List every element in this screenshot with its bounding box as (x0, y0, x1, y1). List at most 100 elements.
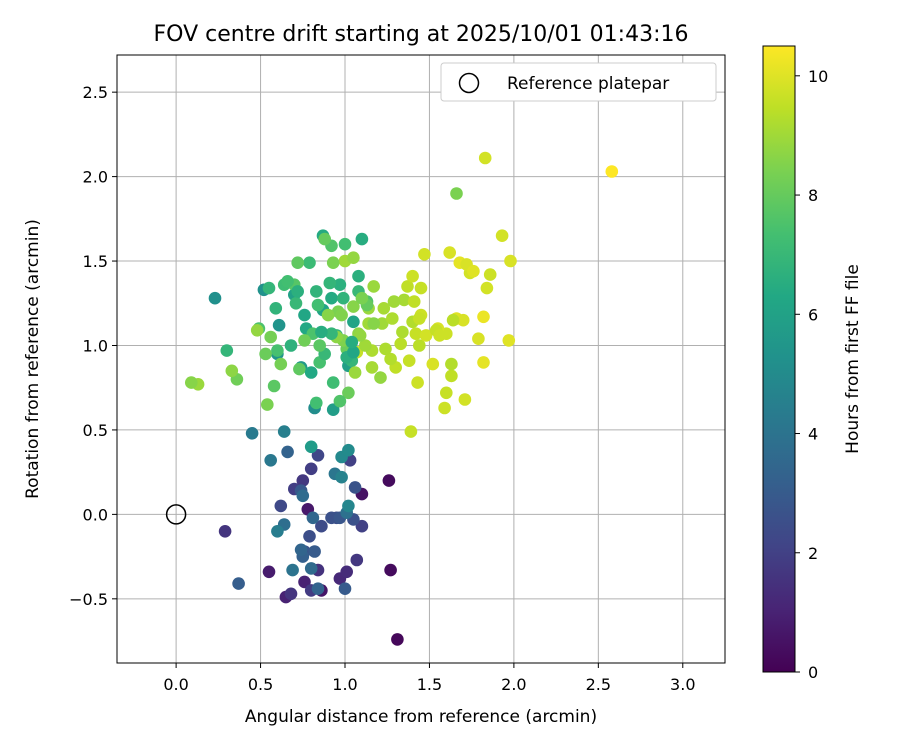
data-point (377, 302, 391, 315)
data-point (483, 268, 497, 281)
data-point (409, 327, 423, 341)
data-point (271, 525, 284, 538)
data-point (271, 344, 284, 357)
data-point (325, 291, 338, 305)
data-point (355, 291, 369, 305)
chart-title: FOV centre drift starting at 2025/10/01 … (154, 22, 689, 47)
colorbar-tick-label: 0 (808, 663, 818, 682)
data-point (342, 499, 355, 513)
data-point (220, 344, 234, 357)
data-point (326, 376, 340, 389)
legend: Reference platepar (440, 62, 717, 102)
data-point (291, 256, 305, 270)
data-point (338, 582, 352, 595)
data-point (342, 386, 355, 400)
y-tick-label: 2.5 (83, 83, 108, 102)
data-point (315, 325, 328, 339)
data-point (345, 335, 359, 349)
x-tick-label: 0.0 (163, 675, 188, 694)
y-tick-label: 1.0 (83, 336, 108, 355)
data-point (386, 312, 399, 325)
data-point (391, 633, 404, 646)
data-point (433, 329, 446, 342)
data-point (250, 324, 264, 337)
data-point (262, 281, 276, 295)
data-point (355, 232, 369, 246)
data-point (367, 317, 381, 330)
data-point (326, 403, 340, 417)
data-point (440, 386, 453, 400)
data-point (323, 276, 337, 290)
y-tick-label: 0.5 (83, 421, 108, 440)
data-point (445, 357, 458, 371)
data-point (472, 332, 485, 346)
data-point (218, 525, 232, 538)
x-tick-label: 2.0 (501, 675, 526, 694)
data-point (308, 545, 321, 558)
data-point (274, 499, 288, 513)
data-point (294, 543, 308, 557)
x-axis-label: Angular distance from reference (arcmin) (245, 707, 597, 727)
data-point (325, 327, 338, 341)
data-point (225, 364, 239, 378)
data-point (477, 356, 490, 369)
data-point (311, 449, 325, 462)
data-point (267, 379, 281, 393)
data-point (419, 329, 433, 342)
data-point (304, 440, 318, 454)
colorbar (762, 45, 796, 673)
data-point (394, 337, 408, 351)
data-point (306, 511, 320, 525)
data-point (418, 248, 431, 261)
data-points (185, 151, 619, 646)
data-point (350, 553, 364, 567)
data-point (478, 151, 492, 165)
legend-marker (458, 72, 480, 94)
data-point (402, 354, 416, 368)
x-axis-ticks: 0.0 0.5 1.0 1.5 2.0 2.5 3.0 (163, 663, 696, 694)
data-point (365, 361, 379, 374)
colorbar-ticks: 0 2 4 6 8 10 (795, 67, 828, 682)
data-point (384, 563, 397, 577)
data-point (259, 347, 272, 361)
colorbar-tick-label: 6 (808, 305, 818, 324)
data-point (269, 302, 283, 315)
data-point (355, 519, 369, 533)
data-point (208, 291, 222, 305)
data-point (342, 443, 355, 457)
data-point (303, 530, 316, 543)
data-point (286, 563, 299, 577)
data-point (311, 298, 325, 312)
data-point (333, 278, 347, 292)
data-point (396, 325, 409, 339)
data-point (274, 357, 288, 371)
data-point (426, 357, 440, 371)
data-point (304, 366, 318, 379)
data-point (443, 246, 457, 259)
colorbar-tick-label: 4 (808, 425, 818, 444)
data-point (313, 339, 327, 352)
data-point (384, 352, 397, 366)
data-point (458, 393, 472, 406)
data-point (379, 342, 392, 356)
data-point (480, 281, 494, 295)
data-point (296, 474, 310, 487)
data-point (298, 575, 311, 589)
data-point (326, 256, 340, 270)
data-point (298, 334, 311, 347)
data-point (445, 369, 458, 383)
legend-box (440, 62, 717, 102)
colorbar-label: Hours from first FF file (843, 264, 863, 454)
data-point (605, 165, 619, 178)
data-point (374, 371, 387, 384)
data-point (315, 519, 328, 533)
data-point (298, 308, 311, 322)
x-tick-label: 1.0 (332, 675, 357, 694)
data-point (406, 269, 419, 283)
data-point (353, 329, 367, 342)
data-point (277, 425, 291, 438)
data-point (310, 396, 323, 410)
data-point (284, 587, 298, 601)
data-point (502, 334, 516, 347)
data-point (293, 362, 306, 376)
